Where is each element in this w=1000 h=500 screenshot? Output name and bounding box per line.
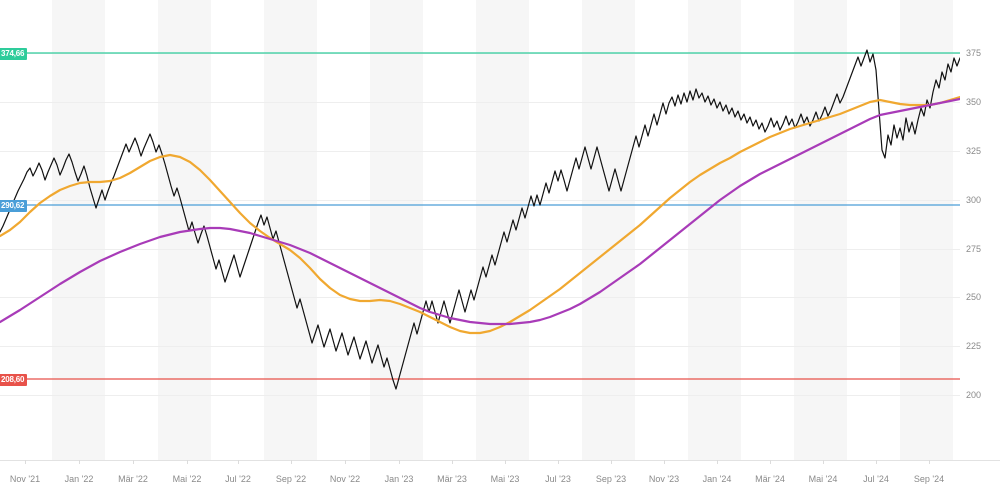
price-axis-tick: 375 <box>966 48 982 58</box>
series-ma-short <box>0 95 960 335</box>
price-axis-tick: 325 <box>966 146 982 156</box>
date-axis-tickmark <box>876 460 877 464</box>
date-axis-tickmark <box>770 460 771 464</box>
horizontal-gridline <box>0 249 960 250</box>
date-axis-tick: Mai '22 <box>172 474 202 484</box>
date-axis-tick: Sep '22 <box>275 474 307 484</box>
month-band <box>688 0 741 460</box>
month-band <box>370 0 423 460</box>
plot-area[interactable]: 374,66 290,62 208,60 <box>0 0 960 460</box>
date-axis-tick: Jan '23 <box>384 474 414 484</box>
horizontal-gridline <box>0 297 960 298</box>
month-band-shading <box>0 0 960 460</box>
date-axis-tickmark <box>187 460 188 464</box>
date-axis-tick: Mai '24 <box>808 474 838 484</box>
price-axis[interactable]: 375 350 325 300 275 250 225 200 <box>960 0 1000 460</box>
date-axis-tickmark <box>452 460 453 464</box>
date-axis-tickmark <box>399 460 400 464</box>
date-axis-tickmark <box>25 460 26 464</box>
date-axis-tickmark <box>345 460 346 464</box>
month-band <box>582 0 635 460</box>
month-band <box>476 0 529 460</box>
date-axis-tick: Jan '22 <box>64 474 94 484</box>
date-axis-tick: Jul '23 <box>545 474 571 484</box>
x-axis-baseline <box>0 460 1000 461</box>
horizontal-gridline <box>0 200 960 201</box>
horizontal-gridline <box>0 102 960 103</box>
date-axis-tick: Jan '24 <box>702 474 732 484</box>
date-axis-tick: Nov '23 <box>648 474 680 484</box>
date-axis-tick: Sep '23 <box>595 474 627 484</box>
series-ma-long <box>0 97 960 326</box>
date-axis-tickmark <box>611 460 612 464</box>
date-axis-tickmark <box>717 460 718 464</box>
price-axis-tick: 250 <box>966 292 982 302</box>
price-axis-tick: 275 <box>966 244 982 254</box>
date-axis-tick: Mär '23 <box>437 474 467 484</box>
date-axis-tick: Nov '21 <box>9 474 41 484</box>
date-axis-tickmark <box>291 460 292 464</box>
date-axis-tick: Nov '22 <box>329 474 361 484</box>
date-axis-tickmark <box>558 460 559 464</box>
date-axis-tick: Mär '24 <box>755 474 785 484</box>
month-band <box>52 0 105 460</box>
date-axis-tick: Sep '24 <box>913 474 945 484</box>
date-axis-tick: Mai '23 <box>490 474 520 484</box>
date-axis-tickmark <box>929 460 930 464</box>
month-band <box>264 0 317 460</box>
reference-label-low: 208,60 <box>0 374 28 386</box>
price-axis-tick: 350 <box>966 97 982 107</box>
date-axis-tickmark <box>505 460 506 464</box>
reference-label-high: 374,66 <box>0 48 28 60</box>
price-axis-tick: 300 <box>966 195 982 205</box>
horizontal-gridline <box>0 151 960 152</box>
date-axis-tickmark <box>133 460 134 464</box>
price-axis-tick: 200 <box>966 390 982 400</box>
date-axis-tickmark <box>238 460 239 464</box>
date-axis-tick: Jul '24 <box>863 474 889 484</box>
date-axis-tickmark <box>823 460 824 464</box>
date-axis-tickmark <box>664 460 665 464</box>
date-axis-tickmark <box>79 460 80 464</box>
series-layer <box>0 49 960 390</box>
series-price <box>0 49 960 390</box>
price-axis-tick: 225 <box>966 341 982 351</box>
date-axis[interactable]: Nov '21 Jan '22 Mär '22 Mai '22 Jul '22 Sep '… <box>0 460 960 500</box>
horizontal-gridline <box>0 395 960 396</box>
month-band <box>794 0 847 460</box>
reference-label-mid: 290,62 <box>0 200 28 212</box>
horizontal-gridline <box>0 346 960 347</box>
date-axis-tick: Jul '22 <box>225 474 251 484</box>
date-axis-tick: Mär '22 <box>118 474 148 484</box>
